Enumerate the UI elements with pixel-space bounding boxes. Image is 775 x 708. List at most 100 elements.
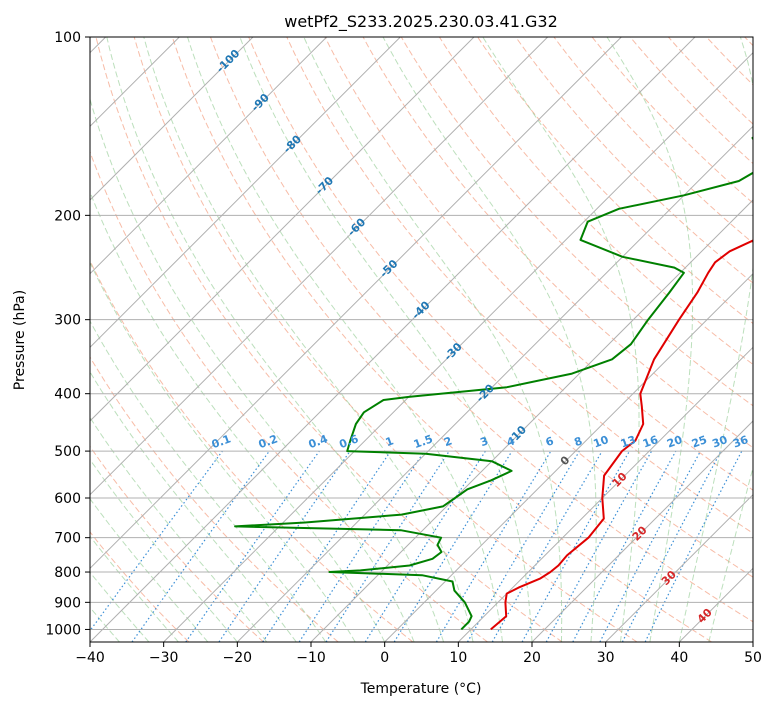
chart-title: wetPf2_S233.2025.230.03.41.G32 <box>284 12 558 32</box>
dry-adiabat-line <box>248 37 753 578</box>
mixing-ratio-line <box>545 450 653 642</box>
mixing-ratio-line <box>325 450 450 642</box>
dry-adiabat-line <box>90 150 488 642</box>
moist-adiabat-line <box>90 190 386 642</box>
dry-adiabat-line <box>210 37 753 623</box>
mixing-ratio-line <box>90 450 223 632</box>
mixing-ratio-line <box>572 450 677 642</box>
dry-adiabats <box>90 37 753 642</box>
dry-adiabat-line <box>95 37 563 642</box>
moist-adiabat-line <box>143 37 474 642</box>
isotherm-line <box>90 37 254 201</box>
moist-adiabat-line <box>678 37 753 642</box>
mixing-ratio-line <box>262 450 392 642</box>
isotherm-line <box>90 37 328 275</box>
dry-adiabat-line <box>477 37 753 325</box>
x-tick-label: 0 <box>380 650 389 666</box>
mixing-ratio-label: 30 <box>710 433 729 451</box>
x-tick-label: 50 <box>744 650 762 666</box>
dewpoint-profile-line <box>234 136 753 631</box>
x-tick-label: 40 <box>670 650 688 666</box>
mixing-ratio-label: 0.2 <box>257 432 280 451</box>
mixing-ratio-label: 36 <box>731 433 750 451</box>
isotherms <box>90 37 753 642</box>
y-tick-label: 200 <box>54 208 81 224</box>
y-tick-label: 400 <box>54 387 81 403</box>
moist-adiabat-line <box>482 37 640 642</box>
mixing-ratio-label: 20 <box>665 433 684 451</box>
x-tick-label: −10 <box>296 650 326 666</box>
mixing-ratio-line <box>185 450 320 642</box>
moist-adiabat-line <box>382 37 597 642</box>
y-tick-label: 100 <box>54 30 81 46</box>
mixing-ratio-label: 2 <box>442 434 454 449</box>
mixing-ratio-label: 3 <box>478 434 490 449</box>
mixing-ratio-label: 0.1 <box>210 432 233 451</box>
dry-adiabat-line <box>133 37 638 642</box>
isotherm-line <box>531 420 753 642</box>
x-tick-label: 30 <box>597 650 615 666</box>
moist-adiabat-line <box>303 37 563 642</box>
y-tick-label: 1000 <box>45 622 81 638</box>
dry-adiabat-line <box>286 37 753 534</box>
x-tick-label: −30 <box>149 650 179 666</box>
plot-frame <box>89 36 754 643</box>
y-tick-label: 900 <box>54 595 81 611</box>
isotherm-line <box>605 493 753 642</box>
moist-adiabat-line <box>606 37 694 642</box>
mixing-ratio-label: 0.4 <box>307 432 330 451</box>
dry-adiabat-line <box>324 37 753 491</box>
x-tick-label: 20 <box>523 650 541 666</box>
mixing-ratio-line <box>644 450 743 642</box>
mixing-ratio-line <box>298 450 425 642</box>
mixing-ratio-label: 10 <box>592 433 611 451</box>
mixing-ratio-line <box>131 450 270 642</box>
isotherm-line <box>163 51 753 642</box>
mixing-ratio-label: 25 <box>690 433 709 450</box>
x-tick-label: −40 <box>75 650 105 666</box>
mixing-ratio-line <box>393 450 513 642</box>
moist-adiabat-line <box>90 416 268 642</box>
mixing-ratio-label: 0.6 <box>338 432 361 451</box>
y-axis-label: Pressure (hPa) <box>12 290 28 390</box>
mixing-ratio-lines <box>90 450 743 642</box>
isotherm-line <box>310 199 753 642</box>
moist-adiabat-line <box>90 458 238 642</box>
moist-adiabat-line <box>90 497 209 642</box>
isotherm-line <box>457 346 753 642</box>
mixing-ratio-label: 8 <box>572 434 584 449</box>
mixing-ratio-label: 6 <box>544 434 556 449</box>
y-tick-label: 700 <box>54 531 81 547</box>
dry-adiabat-line <box>591 37 753 204</box>
dry-adiabat-line <box>553 37 753 244</box>
profiles <box>234 136 753 631</box>
mixing-ratio-label: 1 <box>384 434 396 449</box>
moist-adiabat-line <box>90 535 179 642</box>
mixing-ratio-label: 16 <box>641 433 660 451</box>
y-tick-label: 600 <box>54 491 81 507</box>
x-tick-label: 10 <box>449 650 467 666</box>
isotherm-line <box>236 125 753 642</box>
isotherm-line <box>384 272 753 642</box>
y-tick-label: 800 <box>54 565 81 581</box>
temperature-profile-line <box>490 239 753 631</box>
moist-adiabat-line <box>106 37 445 642</box>
dry-adiabat-line <box>629 37 753 165</box>
moist-adiabat-line <box>187 37 503 642</box>
mixing-ratio-line <box>218 450 351 642</box>
dry-adiabat-line <box>438 37 753 365</box>
isotherm-line <box>90 37 401 349</box>
mixing-ratio-label: 1.5 <box>412 432 435 451</box>
x-axis-ticks: −40 −30 −20 −10 0 10 20 30 40 50 <box>75 642 762 666</box>
isobars <box>90 37 753 630</box>
moist-adiabat-line <box>90 370 297 642</box>
moist-adiabat-line <box>239 37 533 642</box>
x-tick-label: −20 <box>223 650 253 666</box>
mixing-ratio-labels: 0.1 0.2 0.4 0.6 1 1.5 2 3 4 6 8 10 13 16 20 25 30 36 <box>210 432 750 451</box>
isotherm-line <box>90 37 549 496</box>
y-tick-label: 300 <box>54 313 81 329</box>
isotherm-line <box>90 37 475 422</box>
y-tick-label: 500 <box>54 444 81 460</box>
